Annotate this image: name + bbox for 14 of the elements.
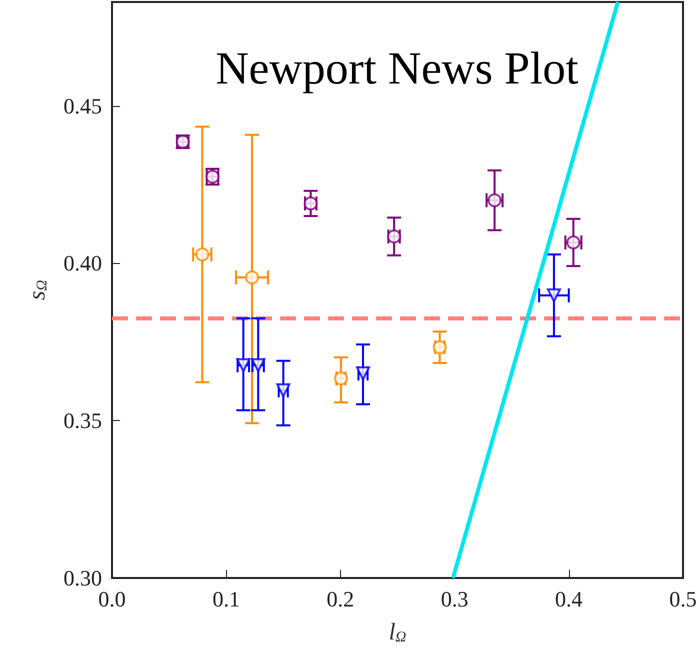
x-tick-label: 0.4 [555, 586, 583, 612]
point [245, 270, 260, 284]
point [195, 247, 210, 262]
x-tick-label: 0.2 [326, 586, 354, 612]
x-tick-label: 0.1 [212, 586, 240, 612]
point [546, 288, 561, 302]
y-tick-label: 0.35 [64, 408, 102, 434]
x-axis-title: lΩ [388, 620, 406, 646]
x-tick-label: 0.5 [669, 586, 697, 612]
text: Newport News Plot [216, 42, 579, 94]
x-tick-label: 0.3 [440, 586, 468, 612]
y-tick-label: 0.45 [64, 93, 102, 118]
y-axis-title: sΩ [24, 280, 50, 300]
y-tick-label: 0.40 [64, 250, 102, 276]
